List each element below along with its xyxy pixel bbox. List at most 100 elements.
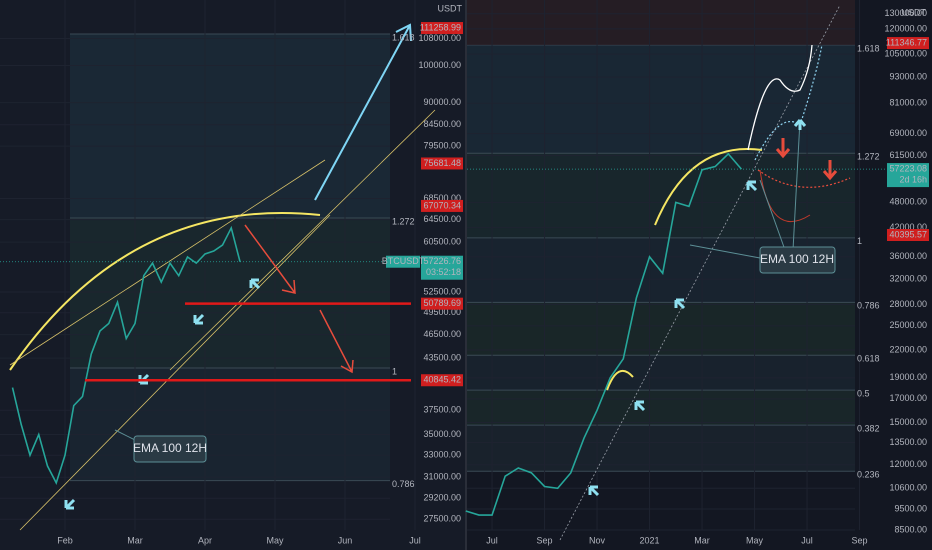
y-tick-label: 81000.00: [889, 98, 927, 108]
fib-band: [467, 0, 855, 46]
y-tick-label: 105000.00: [884, 49, 927, 59]
y-tick-label: 31000.00: [423, 472, 461, 482]
x-tick-label: Mar: [127, 535, 143, 545]
fib-label: 1.618: [857, 43, 880, 53]
y-tick-label: 29200.00: [423, 493, 461, 503]
arrow: [244, 224, 296, 294]
fib-band: [70, 33, 390, 219]
symbol-box: [386, 255, 420, 268]
y-tick-label: 48000.00: [889, 197, 927, 207]
separator: [465, 0, 467, 550]
fib-label: 1: [392, 366, 397, 376]
fib-label: 1: [857, 236, 862, 246]
fib-bands: [70, 0, 855, 482]
y-tick-label: 17000.00: [889, 393, 927, 403]
marker: [634, 400, 646, 412]
y-tick-label: 93000.00: [889, 72, 927, 82]
x-tick-label: May: [266, 535, 284, 545]
leader: [792, 119, 801, 251]
last-price-box: [887, 163, 929, 188]
y-tick-label: 100000.00: [418, 60, 461, 70]
y-tick-label: 46500.00: [423, 329, 461, 339]
price-mark-label: 40395.57: [889, 229, 927, 239]
annotation-right: EMA 100 12H: [759, 246, 836, 274]
fib-band: [467, 390, 855, 426]
y-tick-label: 64500.00: [423, 214, 461, 224]
y-tick-label: 42000.00: [889, 222, 927, 232]
marker: [588, 485, 600, 497]
y-tick-label: 32000.00: [889, 273, 927, 283]
fib-label: 1.272: [392, 216, 415, 226]
marker: [793, 119, 807, 130]
y-tick-label: 61500.00: [889, 150, 927, 160]
last-price-label: 57223.08: [889, 163, 927, 173]
price-mark-label: 40845.42: [423, 375, 461, 385]
y-tick-label: 13500.00: [889, 437, 927, 447]
x-tick-label: May: [746, 535, 764, 545]
price-mark-label: 111258.99: [420, 22, 461, 32]
y-tick-label: 8500.00: [894, 524, 927, 534]
price-mark-box: [421, 374, 463, 387]
fib-label: 0.5: [857, 389, 870, 399]
fib-label: 1.272: [857, 152, 880, 162]
fib-band: [467, 302, 855, 356]
x-tick-label: Mar: [694, 535, 710, 545]
marker: [674, 298, 686, 310]
x-tick-label: Feb: [57, 535, 73, 545]
y-tick-label: 27500.00: [423, 514, 461, 524]
price-mark-box: [421, 157, 463, 170]
trend-line: [169, 109, 436, 371]
marker: [249, 278, 261, 290]
trend-line: [9, 159, 326, 366]
price-mark-label: 111346.77: [886, 37, 927, 47]
annotation-box: [759, 246, 836, 274]
trend-line: [19, 214, 331, 531]
last-price-box: [421, 255, 463, 280]
arrow: [314, 23, 412, 201]
last-price-label: 57226.76: [423, 256, 461, 266]
annotation-left: EMA 100 12H: [133, 435, 207, 463]
projection: [747, 44, 813, 151]
y-tick-label: 12000.00: [889, 459, 927, 469]
projection: [759, 169, 811, 223]
y-tick-label: 9500.00: [894, 503, 927, 513]
x-tick-label: Sep: [852, 535, 868, 545]
x-tick-label: Jul: [486, 535, 498, 545]
price-line: [11, 225, 241, 485]
arrow: [319, 309, 354, 374]
y-tick-label: 69000.00: [889, 128, 927, 138]
x-tick-label: Apr: [198, 535, 212, 545]
arc: [9, 211, 321, 371]
price-mark-box: [421, 297, 463, 310]
y-tick-label: 37500.00: [423, 405, 461, 415]
y-tick-label: 35000.00: [423, 429, 461, 439]
arc: [654, 148, 763, 226]
price-mark-box: [421, 199, 463, 212]
fib-band: [467, 153, 855, 238]
fib-band: [467, 425, 855, 472]
x-tick-label: Jul: [801, 535, 813, 545]
y-tick-label: 120000.00: [884, 23, 927, 33]
x-tick-label: Sep: [537, 535, 553, 545]
y-tick-label: 90000.00: [423, 97, 461, 107]
arrow: [775, 138, 791, 159]
fib-band: [467, 355, 855, 391]
y-tick-label: 52500.00: [423, 286, 461, 296]
marker: [193, 313, 205, 325]
x-tick-label: Jun: [338, 535, 353, 545]
y-tick-label: 49500.00: [423, 307, 461, 317]
arc: [606, 369, 634, 391]
y-tick-label: 25000.00: [889, 320, 927, 330]
trend-line: [559, 4, 841, 541]
fib-label: 0.786: [392, 479, 415, 489]
y-tick-label: 130000.00: [884, 8, 927, 18]
leader: [759, 179, 786, 251]
y-tick-label: 79500.00: [423, 141, 461, 151]
fib-label: 1.618: [392, 32, 415, 42]
y-tick-label: 84500.00: [423, 119, 461, 129]
price-mark-label: 50789.69: [423, 298, 461, 308]
marker: [746, 180, 758, 192]
y-tick-label: 22000.00: [889, 344, 927, 354]
